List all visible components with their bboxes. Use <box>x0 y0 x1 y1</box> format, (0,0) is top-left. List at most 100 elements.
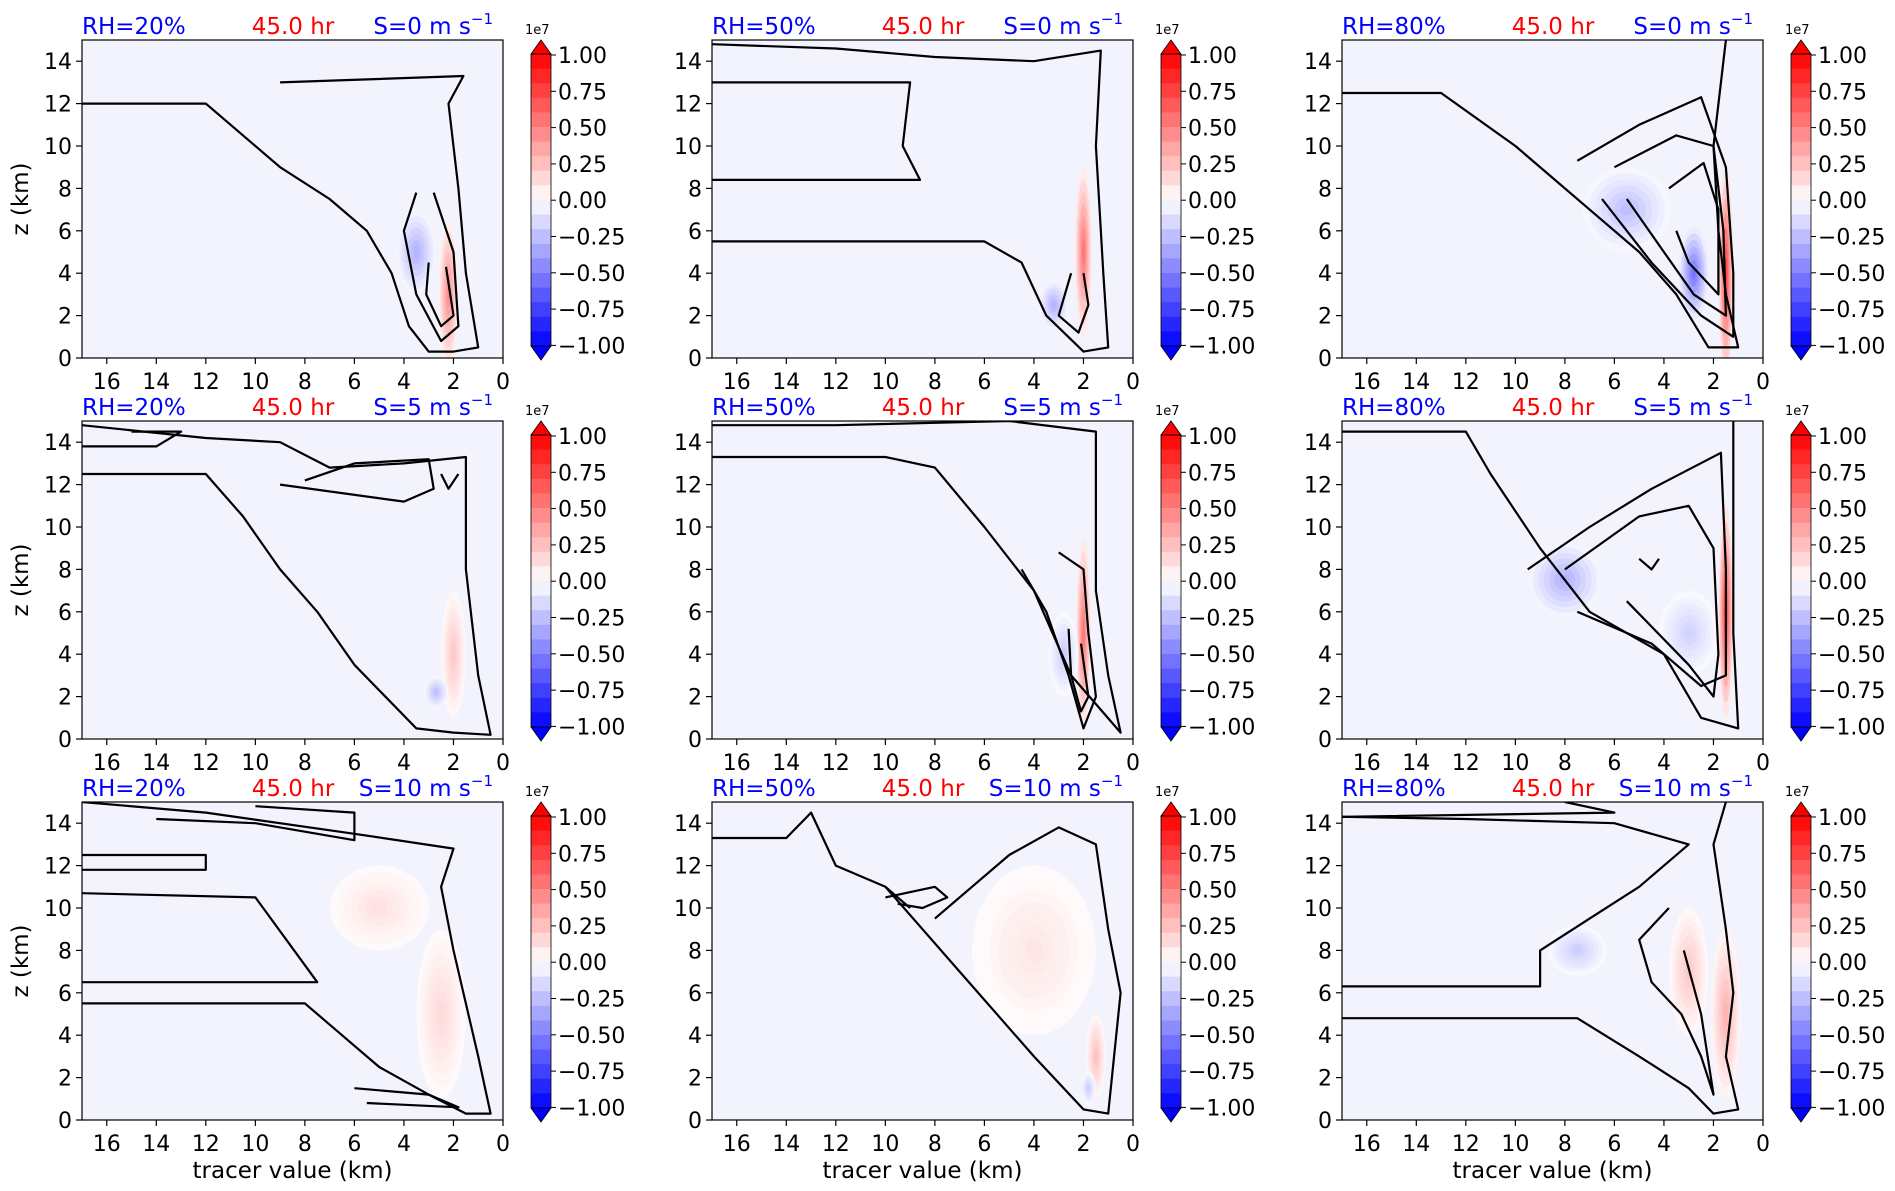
y-tick-label: 14 <box>1304 431 1332 456</box>
colorbar-tick-label: −0.50 <box>1818 262 1885 287</box>
colorbar-segment <box>531 668 551 684</box>
colorbar-segment <box>531 1064 551 1080</box>
colorbar-segment <box>1161 889 1181 905</box>
colorbar-arrow-bottom-icon <box>530 345 552 361</box>
colorbar-segment <box>1161 947 1181 963</box>
colorbar-tick-label: −0.25 <box>1188 988 1255 1013</box>
colorbar-arrow-top-icon <box>1790 801 1812 817</box>
colorbar-segment <box>1161 1064 1181 1080</box>
colorbar-segment <box>1791 624 1811 640</box>
colorbar-tick-label: −0.50 <box>558 643 625 668</box>
colorbar-tick-label: 0.50 <box>1818 498 1867 523</box>
colorbar-segment <box>1161 683 1181 699</box>
panel-rh-label: RH=20% <box>82 776 186 802</box>
panel-shear-label: S=10 m s−1 <box>359 772 493 802</box>
y-tick-label: 4 <box>688 262 702 287</box>
contour-line <box>1527 451 1728 688</box>
colorbar-segment <box>531 1035 551 1051</box>
x-tick-label: 0 <box>1756 370 1770 395</box>
contour-layer <box>1342 802 1740 1115</box>
panel-time-label: 45.0 hr <box>1512 395 1595 421</box>
y-tick-label: 10 <box>44 897 72 922</box>
y-tick-label: 0 <box>58 347 72 372</box>
field-anomaly <box>1082 239 1085 265</box>
colorbar-segment <box>531 903 551 919</box>
y-tick-label: 6 <box>688 601 702 626</box>
panel-shear-exponent: −1 <box>471 391 493 409</box>
colorbar-segment <box>1791 697 1811 713</box>
colorbar-segment <box>1791 214 1811 230</box>
contour-line <box>1638 907 1715 1096</box>
colorbar-segment <box>1161 127 1181 143</box>
panel-shear-text: S=10 m s <box>989 776 1101 802</box>
y-tick-label: 8 <box>688 558 702 583</box>
x-tick-label: 2 <box>446 370 460 395</box>
x-tick-label: 6 <box>1607 1132 1621 1157</box>
colorbar-tick-label: −0.50 <box>1188 262 1255 287</box>
colorbar-tick-label: 0.25 <box>1188 915 1237 940</box>
colorbar-segment <box>531 156 551 172</box>
x-tick-label: 16 <box>723 370 751 395</box>
field-layer <box>329 865 466 1099</box>
plot-frame <box>81 39 504 359</box>
colorbar-tick-label: −0.75 <box>1818 1060 1885 1085</box>
colorbar-arrow-bottom-icon <box>1790 1107 1812 1123</box>
colorbar-segment <box>1791 932 1811 948</box>
x-tick-label: 16 <box>93 370 121 395</box>
colorbar-tick-label: 0.00 <box>558 570 607 595</box>
x-tick-label: 6 <box>1607 370 1621 395</box>
contour-line <box>1020 551 1098 730</box>
panel-rh-label: RH=80% <box>1342 776 1446 802</box>
y-tick-label: 10 <box>1304 897 1332 922</box>
panel-shear-label: S=0 m s−1 <box>1633 10 1753 40</box>
colorbar-segment <box>531 464 551 480</box>
y-tick-label: 0 <box>1318 728 1332 753</box>
colorbar-tick-label: 1.00 <box>558 44 607 69</box>
plot-frame <box>711 801 1134 1121</box>
panel-rh-label: RH=50% <box>712 14 816 40</box>
y-tick-label: 6 <box>58 220 72 245</box>
y-tick-label: 6 <box>688 220 702 245</box>
colorbar-segment <box>1791 156 1811 172</box>
y-tick-label: 2 <box>1318 305 1332 330</box>
contour-line <box>712 81 922 181</box>
contour-line <box>425 262 455 328</box>
colorbar-segment <box>531 214 551 230</box>
panel: 0 2 4 6 8 10 12 14 16 14 12 10 8 6 4 2 0 z (km) tracer val… <box>8 772 625 1184</box>
x-tick-label: 0 <box>496 370 510 395</box>
colorbar-segment <box>1791 141 1811 157</box>
plot-frame <box>711 39 1134 359</box>
x-tick-label: 16 <box>93 1132 121 1157</box>
y-tick-label: 6 <box>1318 982 1332 1007</box>
colorbar-tick-label: −1.00 <box>1188 715 1255 740</box>
y-tick-label: 14 <box>674 812 702 837</box>
colorbar-segment <box>531 1020 551 1036</box>
x-axis-label: tracer value (km) <box>1453 1158 1653 1184</box>
panel-shear-exponent: −1 <box>1731 10 1753 28</box>
colorbar-arrow-bottom-icon <box>1160 345 1182 361</box>
colorbar-segment <box>1161 962 1181 978</box>
colorbar-segment <box>1791 493 1811 509</box>
y-tick-label: 10 <box>674 516 702 541</box>
colorbar-segment <box>1791 889 1811 905</box>
colorbar-segment <box>1161 316 1181 332</box>
colorbar-tick-label: −1.00 <box>558 715 625 740</box>
colorbar-segment <box>1791 243 1811 259</box>
y-tick-label: 12 <box>674 474 702 499</box>
colorbar-segment <box>1791 331 1811 347</box>
panel-shear-exponent: −1 <box>471 10 493 28</box>
colorbar-segment <box>1161 595 1181 611</box>
y-tick-label: 0 <box>688 347 702 372</box>
x-tick-label: 2 <box>446 751 460 776</box>
colorbar-segment <box>531 947 551 963</box>
contour-line <box>712 421 1122 734</box>
colorbar-arrow-bottom-icon <box>1160 1107 1182 1123</box>
y-tick-label: 14 <box>1304 50 1332 75</box>
field-anomaly <box>1723 1001 1728 1027</box>
panel: 0 2 4 6 8 10 12 14 16 14 12 10 8 6 4 2 0 RH=80% 45.0 hr S=5… <box>1304 391 1885 776</box>
colorbar-tick-label: −1.00 <box>1818 1096 1885 1121</box>
colorbar-segment <box>531 68 551 84</box>
panel-shear-text: S=5 m s <box>373 395 471 421</box>
colorbar-exponent-label: 1e7 <box>525 404 550 419</box>
y-tick-label: 12 <box>674 93 702 118</box>
